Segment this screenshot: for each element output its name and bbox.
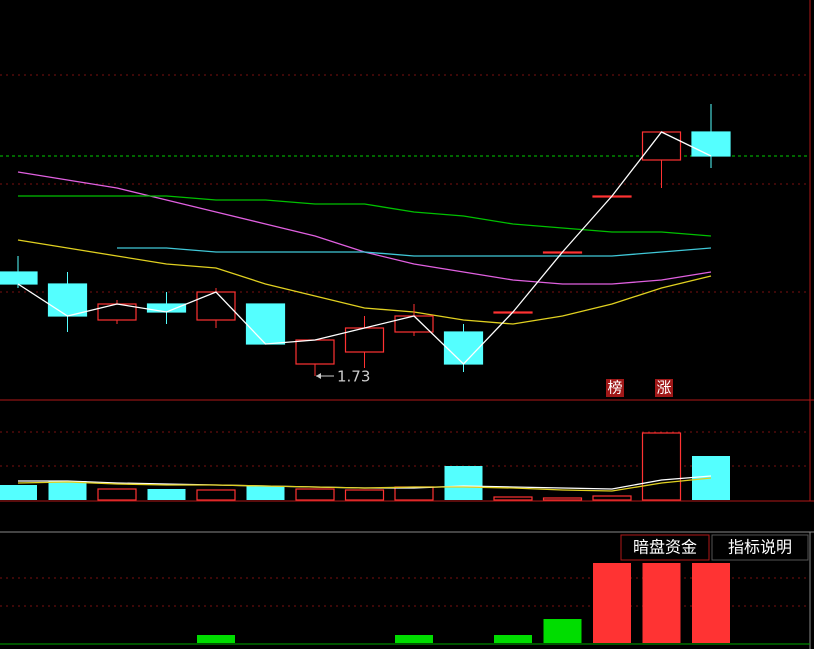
bar bbox=[593, 563, 631, 643]
bar bbox=[542, 497, 583, 501]
moving-average bbox=[17, 239, 712, 325]
button-label[interactable]: 指标说明 bbox=[728, 538, 792, 557]
bar bbox=[641, 432, 682, 501]
bar bbox=[344, 489, 385, 501]
bar bbox=[493, 496, 533, 501]
badge bbox=[606, 379, 624, 397]
bar bbox=[642, 563, 681, 643]
bar bbox=[444, 466, 483, 500]
candle-body bbox=[295, 339, 335, 365]
bar bbox=[246, 486, 285, 500]
bar bbox=[692, 563, 730, 643]
bar bbox=[394, 486, 434, 501]
candle-body bbox=[691, 131, 731, 157]
bar bbox=[395, 635, 433, 643]
bar bbox=[97, 488, 137, 501]
bar bbox=[543, 619, 582, 643]
button[interactable] bbox=[620, 534, 710, 561]
low-annotation: 1.73 bbox=[316, 368, 370, 386]
candle-body bbox=[0, 271, 38, 285]
button-label[interactable]: 暗盘资金 bbox=[633, 538, 697, 557]
bar bbox=[197, 635, 235, 643]
bar bbox=[494, 635, 532, 643]
candle-body bbox=[245, 303, 286, 345]
moving-average bbox=[117, 247, 712, 257]
volume-average bbox=[17, 477, 712, 492]
bar bbox=[0, 485, 37, 500]
annotation: 榜 bbox=[607, 379, 622, 397]
moving-average bbox=[18, 195, 712, 237]
badge bbox=[655, 379, 673, 397]
bar bbox=[48, 481, 87, 500]
candle-body bbox=[344, 327, 385, 353]
button[interactable] bbox=[711, 534, 809, 561]
candle-body bbox=[146, 303, 187, 313]
candle-body bbox=[47, 283, 88, 317]
bar bbox=[592, 495, 632, 501]
bar bbox=[147, 489, 186, 500]
bar bbox=[196, 489, 236, 501]
arrow-head bbox=[316, 373, 321, 379]
candle-body bbox=[443, 331, 484, 365]
annotation: 涨 bbox=[656, 379, 671, 397]
bar bbox=[295, 488, 335, 501]
candle-body bbox=[641, 131, 682, 161]
low-label: 1.73 bbox=[337, 368, 370, 386]
close-line bbox=[17, 131, 712, 365]
